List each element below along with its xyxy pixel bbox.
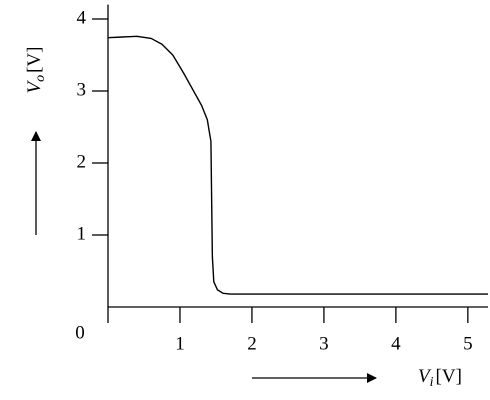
y-tick-label: 2 <box>77 151 87 172</box>
x-tick-label: 2 <box>247 333 257 354</box>
y-tick-label: 3 <box>77 79 87 100</box>
x-tick-label: 0 <box>75 322 85 343</box>
curve <box>107 35 488 295</box>
x-axis-label: Vi [V] <box>418 366 462 390</box>
x-tick-label: 5 <box>463 333 473 354</box>
y-tick-label: 4 <box>77 7 87 28</box>
x-tick-label: 4 <box>391 333 401 354</box>
x-tick-label: 3 <box>319 333 329 354</box>
x-tick-label: 1 <box>175 333 185 354</box>
y-axis-label: Vo[V] <box>24 47 48 94</box>
y-tick-label: 1 <box>77 223 87 244</box>
